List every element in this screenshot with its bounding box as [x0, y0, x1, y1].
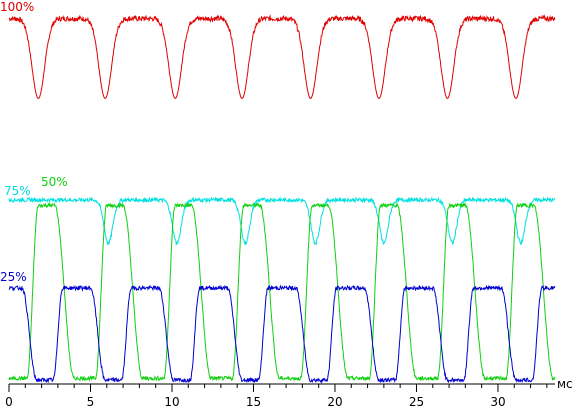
- series-line-3: [8, 284, 556, 384]
- series-label-50: 50%: [41, 175, 68, 189]
- x-tick-label: 30: [490, 395, 505, 409]
- traces-group: [8, 14, 556, 384]
- series-line-2: [8, 202, 556, 382]
- x-ticks-group: 0 5 10 15 20 25 30: [5, 384, 548, 409]
- x-tick-label: 10: [164, 395, 179, 409]
- series-label-100: 100%: [0, 0, 34, 14]
- x-tick-label: 20: [327, 395, 342, 409]
- x-axis-unit-label: мс: [557, 377, 573, 391]
- series-label-25: 25%: [0, 270, 27, 284]
- series-line-1: [8, 196, 556, 246]
- x-tick-label: 0: [5, 395, 13, 409]
- x-tick-label: 15: [246, 395, 261, 409]
- series-line-0: [8, 14, 556, 99]
- series-label-75: 75%: [4, 184, 31, 198]
- x-tick-label: 5: [87, 395, 95, 409]
- x-tick-label: 25: [409, 395, 424, 409]
